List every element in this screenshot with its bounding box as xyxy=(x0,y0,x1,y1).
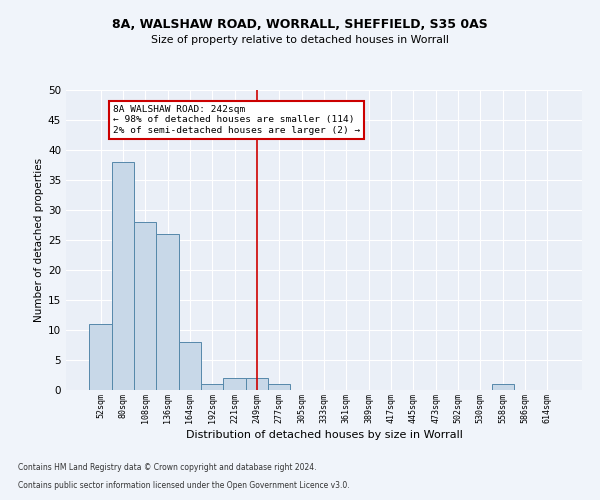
Bar xyxy=(112,162,134,390)
X-axis label: Distribution of detached houses by size in Worrall: Distribution of detached houses by size … xyxy=(185,430,463,440)
Bar xyxy=(134,222,157,390)
Text: Size of property relative to detached houses in Worrall: Size of property relative to detached ho… xyxy=(151,35,449,45)
Bar xyxy=(223,378,246,390)
Text: Contains HM Land Registry data © Crown copyright and database right 2024.: Contains HM Land Registry data © Crown c… xyxy=(18,464,317,472)
Bar xyxy=(157,234,179,390)
Bar xyxy=(201,384,223,390)
Text: 8A WALSHAW ROAD: 242sqm
← 98% of detached houses are smaller (114)
2% of semi-de: 8A WALSHAW ROAD: 242sqm ← 98% of detache… xyxy=(113,105,360,135)
Text: 8A, WALSHAW ROAD, WORRALL, SHEFFIELD, S35 0AS: 8A, WALSHAW ROAD, WORRALL, SHEFFIELD, S3… xyxy=(112,18,488,30)
Bar xyxy=(179,342,201,390)
Bar xyxy=(491,384,514,390)
Text: Contains public sector information licensed under the Open Government Licence v3: Contains public sector information licen… xyxy=(18,481,350,490)
Y-axis label: Number of detached properties: Number of detached properties xyxy=(34,158,44,322)
Bar xyxy=(268,384,290,390)
Bar xyxy=(89,324,112,390)
Bar xyxy=(246,378,268,390)
